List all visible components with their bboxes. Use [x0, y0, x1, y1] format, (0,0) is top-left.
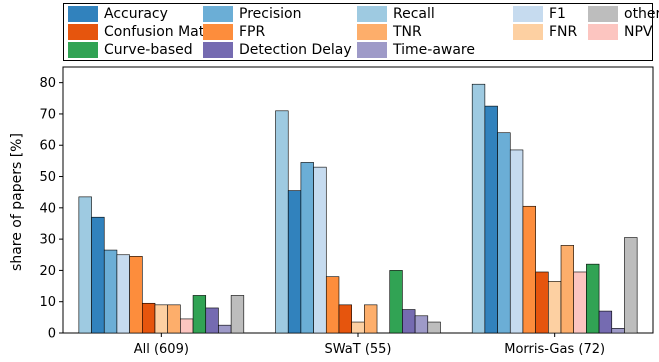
- bar-accuracy-morris-gas-72: [484, 105, 498, 334]
- bar-detection-delay-all-609: [205, 307, 219, 334]
- legend-label: Curve-based: [104, 42, 193, 58]
- legend-label: Confusion Matrix: [104, 24, 223, 40]
- y-tick-label: 10: [39, 295, 56, 310]
- legend-swatch: [357, 42, 387, 58]
- bar-curve-based-all-609: [192, 295, 207, 334]
- legend-label: Precision: [239, 6, 302, 22]
- legend-label: Detection Delay: [239, 42, 352, 58]
- legend-item-fpr: FPR: [203, 23, 265, 41]
- y-tick-label: 50: [39, 170, 56, 185]
- legend-item-time-aware: Time-aware: [357, 41, 475, 59]
- y-tick-label: 40: [39, 201, 56, 216]
- y-tick-label: 30: [39, 233, 56, 248]
- bar-confusion-matrix-all-609: [142, 302, 156, 334]
- bar-others-morris-gas-72: [624, 237, 638, 334]
- bar-time-aware-morris-gas-72: [611, 328, 625, 334]
- bar-accuracy-all-609: [91, 216, 105, 334]
- legend-label: TNR: [393, 24, 422, 40]
- legend-swatch: [203, 24, 233, 40]
- legend-swatch: [588, 6, 618, 22]
- bar-fnr-morris-gas-72: [548, 281, 562, 334]
- legend-swatch: [513, 6, 543, 22]
- legend-item-accuracy: Accuracy: [68, 5, 168, 23]
- legend-label: Recall: [393, 6, 435, 22]
- bar-precision-swat-55: [300, 162, 314, 334]
- bar-confusion-matrix-morris-gas-72: [535, 271, 549, 334]
- bar-fnr-all-609: [154, 304, 168, 334]
- bar-npv-all-609: [180, 318, 194, 334]
- bar-others-all-609: [230, 295, 245, 334]
- legend-label: FPR: [239, 24, 266, 40]
- legend-item-f1: F1: [513, 5, 566, 23]
- legend-item-precision: Precision: [203, 5, 301, 23]
- y-axis-label: share of papers [%]: [9, 133, 25, 271]
- legend-swatch: [68, 6, 98, 22]
- legend-swatch: [513, 24, 543, 40]
- bar-fpr-all-609: [129, 256, 143, 334]
- bar-fpr-swat-55: [325, 276, 340, 334]
- legend-label: Time-aware: [393, 42, 475, 58]
- bar-f1-morris-gas-72: [509, 149, 524, 334]
- bar-f1-swat-55: [313, 166, 327, 334]
- bar-tnr-morris-gas-72: [560, 245, 575, 334]
- bar-f1-all-609: [116, 254, 130, 334]
- bar-curve-based-swat-55: [389, 270, 403, 334]
- legend-item-fnr: FNR: [513, 23, 577, 41]
- bar-tnr-swat-55: [364, 304, 378, 334]
- bar-fpr-morris-gas-72: [522, 205, 536, 334]
- x-tick-label: Morris-Gas (72): [504, 342, 605, 357]
- bar-detection-delay-morris-gas-72: [598, 310, 613, 334]
- bar-precision-morris-gas-72: [497, 132, 511, 334]
- legend-item-npv: NPV: [588, 23, 653, 41]
- legend-swatch: [68, 24, 98, 40]
- bar-confusion-matrix-swat-55: [338, 304, 352, 334]
- legend-swatch: [588, 24, 618, 40]
- legend-item-confusion-matrix: Confusion Matrix: [68, 23, 222, 41]
- bar-fnr-swat-55: [351, 321, 365, 334]
- legend-item-tnr: TNR: [357, 23, 422, 41]
- bar-recall-swat-55: [275, 110, 289, 334]
- x-tick-label: SWaT (55): [325, 342, 392, 357]
- bar-npv-morris-gas-72: [573, 271, 587, 334]
- legend-item-others: others: [588, 5, 659, 23]
- legend-swatch: [203, 42, 233, 58]
- chart-bars: [78, 83, 638, 334]
- bar-detection-delay-swat-55: [402, 309, 416, 334]
- y-tick-label: 60: [39, 139, 56, 154]
- legend-label: NPV: [624, 24, 653, 40]
- bar-accuracy-swat-55: [287, 190, 302, 334]
- legend-item-curve-based: Curve-based: [68, 41, 193, 59]
- legend-label: FNR: [549, 24, 578, 40]
- bar-curve-based-morris-gas-72: [586, 263, 600, 334]
- legend-item-detection-delay: Detection Delay: [203, 41, 352, 59]
- legend-swatch: [68, 42, 98, 58]
- bar-precision-all-609: [103, 249, 118, 334]
- legend-item-recall: Recall: [357, 5, 435, 23]
- legend-swatch: [357, 24, 387, 40]
- bar-recall-morris-gas-72: [471, 83, 486, 334]
- legend-label: others: [624, 6, 659, 22]
- y-tick-label: 80: [39, 76, 56, 91]
- bar-time-aware-all-609: [218, 324, 232, 334]
- chart-legend: Accuracy Precision Recall F1 others Confusion…: [63, 3, 659, 61]
- bar-time-aware-swat-55: [414, 315, 429, 334]
- bar-recall-all-609: [78, 196, 92, 334]
- legend-swatch: [203, 6, 233, 22]
- y-tick-label: 0: [48, 327, 56, 342]
- legend-label: F1: [549, 6, 566, 22]
- x-tick-label: All (609): [134, 342, 189, 357]
- chart-ticks: 0 10 20 30 40 50 60 70 80 All (609) SWaT (55) Morri…: [39, 76, 605, 357]
- y-tick-label: 20: [39, 264, 56, 279]
- bar-others-swat-55: [427, 321, 441, 334]
- legend-swatch: [357, 6, 387, 22]
- y-tick-label: 70: [39, 107, 56, 122]
- bar-tnr-all-609: [167, 304, 181, 334]
- legend-label: Accuracy: [104, 6, 168, 22]
